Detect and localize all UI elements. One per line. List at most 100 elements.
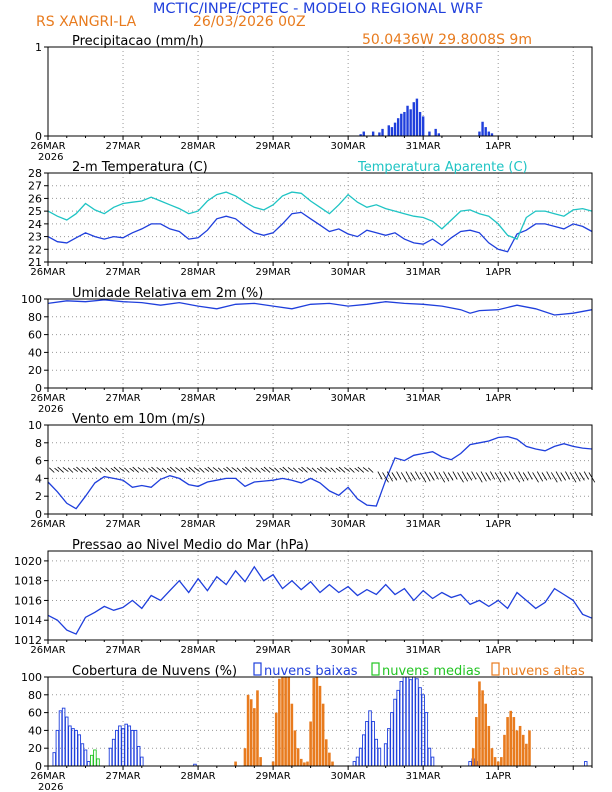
nuvens-altas-bar — [484, 703, 488, 766]
wind-barb — [391, 472, 398, 481]
pressure-frame — [47, 550, 593, 641]
x-day-label: 1APR — [485, 519, 511, 530]
precip-panel: 0 1 26MAR 27MAR 28MAR 29MAR 30MAR 31MAR 1APR 2026… — [30, 34, 593, 163]
wind-barb — [508, 471, 514, 480]
wind-barb — [263, 466, 271, 473]
nuvens-baixas-bar — [415, 678, 419, 767]
y-tick-label: 20 — [28, 742, 42, 755]
x-day-label: 27MAR — [105, 141, 140, 152]
wind-barb — [338, 466, 346, 473]
nuvens-baixas-bar — [399, 681, 404, 767]
nuvens-medias-bar — [90, 754, 94, 767]
y-tick-label: 0 — [35, 508, 42, 521]
nuvens-baixas-bar — [377, 747, 382, 767]
precip-bar — [396, 118, 400, 136]
wind-barb — [137, 467, 144, 472]
wind-barb — [185, 467, 191, 472]
cloud-legend-swatch — [253, 662, 262, 676]
x-day-label: 28MAR — [180, 141, 215, 152]
wind-barb — [161, 467, 168, 473]
wind-barb — [54, 467, 60, 472]
nuvens-baixas-bar — [68, 725, 72, 767]
x-day-label: 30MAR — [331, 393, 366, 404]
nuvens-altas-bar — [318, 685, 322, 766]
wind-barb — [471, 471, 477, 480]
nuvens-altas-bar — [521, 734, 525, 766]
wind-barb — [316, 467, 322, 472]
nuvens-altas-bar — [475, 717, 478, 766]
nuvens-altas-bar — [256, 690, 259, 766]
y-tick-label: 22 — [28, 243, 42, 256]
nuvens-altas-bar — [290, 703, 294, 766]
nuvens-baixas-bar — [58, 710, 63, 767]
precip-bar — [362, 131, 365, 136]
wind-title: Vento em 10m (m/s) — [72, 412, 205, 427]
wind-barb — [188, 466, 196, 473]
y-tick-label: 28 — [28, 167, 42, 180]
nuvens-altas-bar — [249, 699, 253, 766]
nuvens-altas-bar — [493, 757, 497, 766]
y-tick-label: 60 — [28, 329, 42, 342]
temp-legend-apparent: Temperatura Aparente (C) — [357, 160, 528, 175]
nuvens-altas-bar — [278, 678, 281, 766]
y-tick-label: 1014 — [14, 614, 42, 627]
nuvens-baixas-bar — [83, 749, 88, 767]
wind-barb — [447, 472, 454, 481]
rh-title: Umidade Relativa em 2m (%) — [72, 286, 263, 301]
wind-barb — [100, 467, 107, 472]
precip-bar — [393, 122, 397, 136]
nuvens-altas-bar — [496, 761, 500, 766]
header-title: MCTIC/INPE/CPTEC - MODELO REGIONAL WRF — [153, 1, 483, 17]
wind-barb — [151, 466, 158, 473]
wind-barb — [169, 466, 177, 473]
nuvens-baixas-bar — [365, 721, 369, 767]
wind-barb — [73, 467, 78, 472]
nuvens-altas-bar — [506, 717, 509, 766]
wind-panel: 0 2 4 6 8 10 26MAR 27MAR 28MAR 29MAR 30MAR 31MAR 1AP… — [28, 412, 596, 530]
nuvens-baixas-bar — [583, 761, 588, 767]
wind-barb — [236, 467, 243, 473]
precip-bar — [478, 131, 481, 136]
nuvens-baixas-bar — [430, 756, 435, 767]
wind-barb — [320, 466, 327, 473]
temp-line-apparent — [47, 191, 593, 240]
nuvens-altas-bar — [246, 694, 250, 766]
wind-barb — [57, 466, 64, 473]
x-day-label: 31MAR — [406, 771, 441, 782]
x-day-label: 26MAR — [30, 267, 65, 278]
y-tick-label: 23 — [28, 231, 42, 244]
nuvens-altas-bar — [284, 677, 287, 766]
wind-barbs — [49, 466, 596, 483]
x-day-label: 27MAR — [105, 645, 140, 656]
y-tick-label: 0 — [35, 130, 42, 143]
nuvens-altas-bar — [331, 761, 334, 766]
wind-barb — [438, 472, 446, 483]
cloud-legend-label: nuvens altas — [502, 664, 585, 679]
x-day-label: 29MAR — [256, 519, 291, 530]
nuvens-altas-bar — [303, 762, 306, 766]
y-tick-label: 27 — [28, 180, 42, 193]
wind-barb — [118, 467, 125, 472]
pressure-title: Pressao ao Nivel Medio do Mar (hPa) — [72, 538, 309, 553]
nuvens-baixas-bar — [108, 747, 113, 767]
y-tick-label: 60 — [28, 707, 42, 720]
x-day-label: 1APR — [485, 645, 511, 656]
x-day-label: 27MAR — [105, 771, 140, 782]
wind-barb — [466, 472, 473, 481]
wind-barb — [148, 467, 153, 472]
nuvens-medias-bar — [93, 749, 97, 767]
x-day-label: 30MAR — [331, 267, 366, 278]
wind-barb — [536, 471, 544, 482]
wind-barb — [166, 467, 172, 472]
nuvens-altas-bar — [509, 710, 513, 766]
wind-barb — [504, 472, 510, 481]
rh-frame — [47, 298, 593, 389]
wind-barb — [461, 471, 469, 482]
wind-barb — [485, 472, 491, 481]
nuvens-altas-bar — [243, 748, 247, 766]
nuvens-altas-bar — [324, 739, 328, 766]
wind-barb — [386, 471, 393, 482]
wind-barb — [94, 466, 102, 473]
x-day-label: 31MAR — [406, 141, 441, 152]
